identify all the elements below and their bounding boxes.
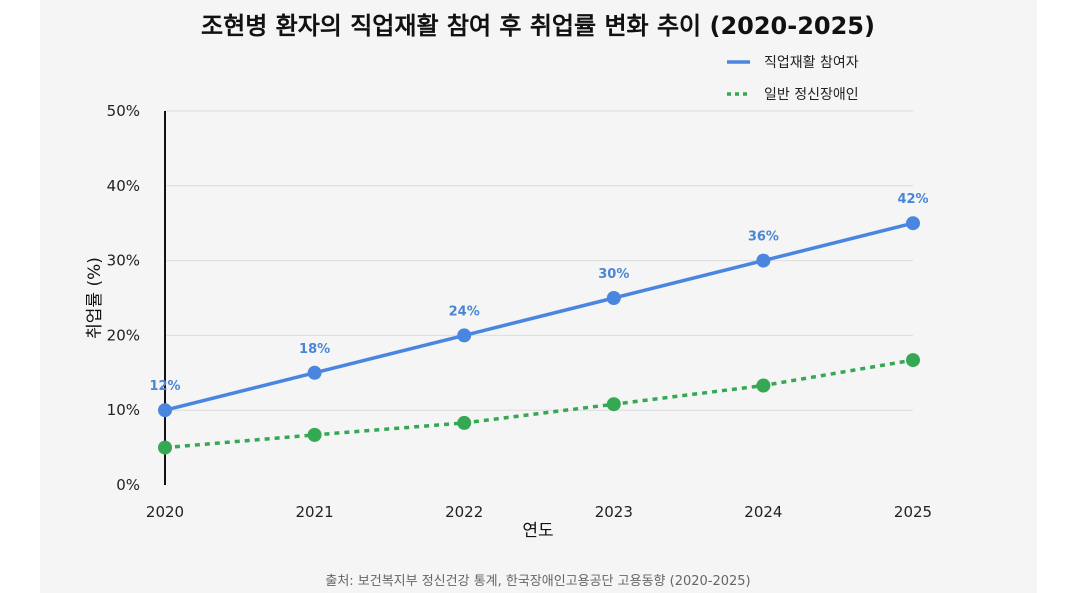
legend-label-participants: 직업재활 참여자	[764, 55, 859, 71]
data-point	[906, 353, 920, 368]
data-point	[756, 378, 771, 393]
series-layer: 12% 18% 24% 30% 36% 42%	[149, 192, 929, 455]
source-note: 출처: 보건복지부 정신건강 통계, 한국장애인고용공단 고용동향 (2020-…	[325, 574, 750, 589]
gridlines	[165, 110, 913, 411]
data-point	[457, 415, 472, 430]
legend-label-general: 일반 정신장애인	[764, 87, 859, 103]
data-point	[158, 403, 172, 418]
x-axis-ticks: 2020 2021 2022 2023 2024 2025	[146, 503, 932, 521]
x-tick-label: 2025	[894, 503, 932, 521]
data-label: 12%	[149, 379, 180, 394]
data-point	[906, 216, 920, 231]
data-point	[606, 397, 621, 412]
y-tick-label: 20%	[107, 326, 140, 344]
data-point	[756, 253, 771, 268]
series-line	[164, 221, 914, 412]
y-tick-label: 40%	[107, 177, 140, 195]
x-tick-label: 2023	[595, 503, 633, 521]
y-axis-ticks: 0% 10% 20% 30% 40% 50%	[107, 102, 140, 494]
y-tick-label: 10%	[107, 401, 140, 419]
data-point	[307, 365, 322, 380]
legend: 직업재활 참여자 일반 정신장애인	[727, 55, 859, 103]
x-tick-label: 2024	[744, 503, 782, 521]
chart-panel	[40, 0, 1037, 593]
chart-title: 조현병 환자의 직업재활 참여 후 취업률 변화 추이 (2020-2025)	[201, 12, 875, 40]
y-axis-label: 취업률 (%)	[85, 257, 105, 339]
y-tick-label: 50%	[107, 102, 140, 120]
y-tick-label: 0%	[116, 476, 140, 494]
data-point	[158, 440, 172, 455]
data-point	[457, 328, 472, 343]
data-label: 30%	[598, 267, 629, 282]
x-axis-label: 연도	[522, 521, 553, 541]
x-tick-label: 2021	[296, 503, 334, 521]
data-label: 36%	[748, 230, 779, 245]
data-label: 42%	[897, 192, 928, 207]
data-point	[307, 427, 322, 442]
data-point	[606, 291, 621, 305]
data-label: 18%	[299, 342, 330, 357]
series-line	[164, 358, 914, 450]
x-tick-label: 2022	[445, 503, 483, 521]
y-tick-label: 30%	[107, 252, 140, 270]
x-tick-label: 2020	[146, 503, 184, 521]
data-label: 24%	[449, 304, 480, 319]
